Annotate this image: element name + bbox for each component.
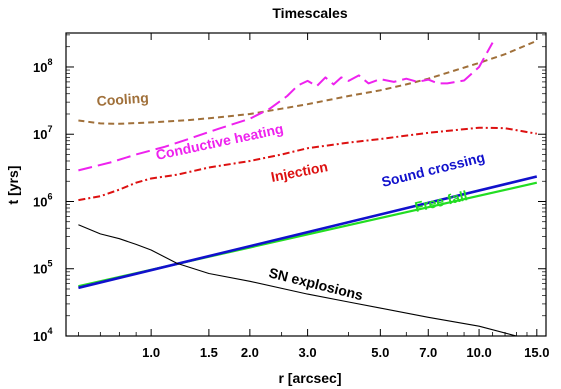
x-tick-label: 5.0 [371, 345, 389, 360]
ticks-layer: 1.0 1.5 2.0 3.0 5.0 7.0 10.0 15.0 104 105 106 107 10… [33, 33, 549, 360]
series-sn-explosions-line [78, 224, 517, 337]
y-tick-label: 106 [33, 191, 52, 209]
x-tick-label: 10.0 [466, 345, 491, 360]
y-tick-label: 104 [33, 326, 52, 344]
annotation-cooling: Cooling [96, 89, 149, 109]
x-tick-label: 3.0 [299, 345, 317, 360]
y-tick-label: 107 [33, 124, 52, 142]
annotation-conductive-heating: Conductive heating [154, 120, 284, 163]
series-injection-line [78, 126, 537, 202]
series-sound-crossing-line [78, 175, 538, 290]
x-tick-label: 1.0 [142, 345, 160, 360]
annotation-sound-crossing: Sound crossing [380, 149, 487, 190]
y-tick-label: 105 [33, 259, 52, 277]
series-cooling-line [78, 39, 538, 125]
x-tick-label: 2.0 [241, 345, 259, 360]
annotation-injection: Injection [270, 158, 330, 185]
chart-title: Timescales [272, 5, 347, 21]
series-conductive-heating-line [78, 42, 494, 172]
x-axis-label: r [arcsec] [278, 370, 341, 386]
x-tick-label: 7.0 [419, 345, 437, 360]
x-tick-label: 15.0 [524, 345, 549, 360]
y-tick-label: 108 [33, 57, 52, 75]
x-tick-label: 1.5 [200, 345, 218, 360]
annotation-free-fall: Free fall [413, 187, 469, 215]
plot-frame [65, 32, 547, 337]
y-axis-label: t [yrs] [5, 166, 21, 205]
annotation-sn-explosions: SN explosions [267, 264, 365, 303]
lines-layer [78, 39, 538, 337]
